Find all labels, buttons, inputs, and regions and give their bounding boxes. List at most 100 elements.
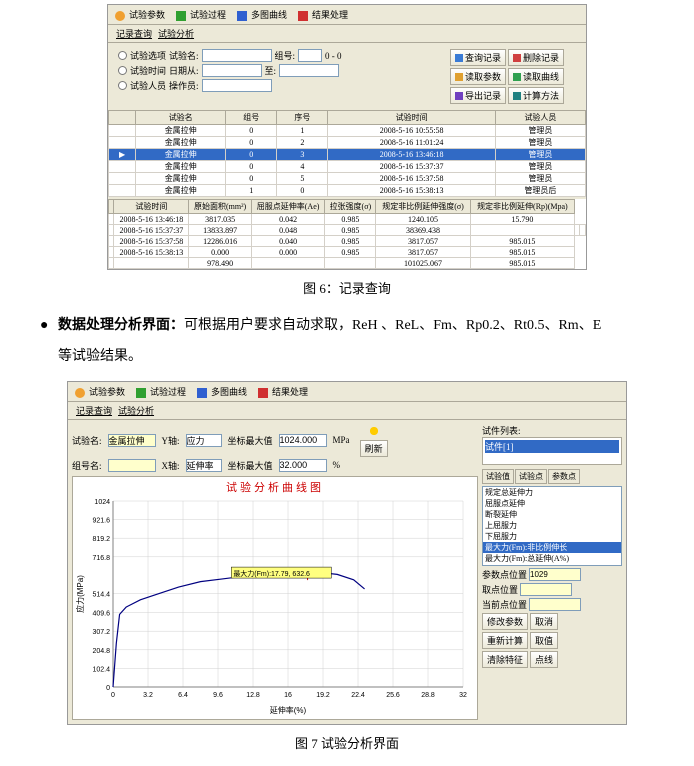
list-item[interactable]: 上屈服力 — [483, 520, 621, 531]
btn-read-params[interactable]: 读取参数 — [450, 68, 506, 85]
radio-by-date[interactable] — [118, 66, 127, 75]
btn-clear-feature[interactable]: 清除特征 — [482, 651, 528, 668]
label-pick-pos: 取点位置 — [482, 583, 518, 596]
group-range: 0 - 0 — [325, 51, 342, 61]
input-curr-pos[interactable] — [529, 598, 581, 611]
table-row[interactable]: 金属拉伸102008-5-16 15:38:13管理员后 — [109, 185, 586, 197]
table-header: 组号 — [226, 111, 277, 125]
list-item[interactable]: 试件[1] — [485, 440, 619, 453]
btn-point-line[interactable]: 点线 — [530, 651, 558, 668]
toolbar-item[interactable]: 结果处理 — [255, 384, 314, 399]
main-toolbar: 试验参数 试验过程 多图曲线 结果处理 — [108, 5, 586, 25]
table-row[interactable]: 金属拉伸012008-5-16 10:55:58管理员 — [109, 125, 586, 137]
tab-values[interactable]: 试验值 — [482, 469, 514, 484]
svg-text:0: 0 — [106, 685, 110, 692]
input-date-from[interactable] — [202, 64, 262, 77]
table-row[interactable]: 金属拉伸022008-5-16 11:01:24管理员 — [109, 137, 586, 149]
label-param-pos: 参数点位置 — [482, 568, 527, 581]
multichart-icon — [237, 11, 247, 21]
table-row[interactable]: 2008-5-16 15:38:130.0000.0000.9853817.05… — [109, 247, 586, 258]
param-listbox[interactable]: 规定总延伸力屈服点延伸断裂延伸上屈服力下屈服力最大力(Fm):非比例伸长最大力(… — [482, 486, 622, 566]
toolbar-item[interactable]: 试验过程 — [133, 384, 192, 399]
toolbar-item[interactable]: 试验过程 — [173, 7, 232, 22]
btn-get-value[interactable]: 取值 — [530, 632, 558, 649]
chart-params: 试验名: Y轴: 坐标最大值 MPa 刷新 — [72, 424, 478, 457]
label-test-time: 试验时间 — [130, 64, 166, 77]
btn-calc-method[interactable]: 计算方法 — [508, 87, 564, 104]
tab-points[interactable]: 试验点 — [515, 469, 547, 484]
btn-read-curve[interactable]: 读取曲线 — [508, 68, 564, 85]
tab-param-points[interactable]: 参数点 — [548, 469, 580, 484]
input-group[interactable] — [298, 49, 322, 62]
input-ymax[interactable] — [279, 434, 327, 447]
svg-text:9.6: 9.6 — [213, 692, 223, 699]
table-row[interactable]: 金属拉伸052008-5-16 15:37:58管理员 — [109, 173, 586, 185]
main-toolbar-2: 试验参数 试验过程 多图曲线 结果处理 — [68, 382, 626, 402]
btn-cancel[interactable]: 取消 — [530, 613, 558, 630]
params-icon — [115, 11, 125, 21]
svg-text:921.6: 921.6 — [92, 517, 110, 524]
list-item[interactable]: 最大力(Fm):非比例伸长 — [483, 542, 621, 553]
table-header: 试验人员 — [495, 111, 585, 125]
subtab-record-query-2[interactable]: 记录查询 — [76, 404, 112, 417]
btn-export[interactable]: 导出记录 — [450, 87, 506, 104]
svg-text:3.2: 3.2 — [143, 692, 153, 699]
input-pick-pos[interactable] — [520, 583, 572, 596]
multichart-icon — [197, 388, 207, 398]
toolbar-item[interactable]: 结果处理 — [295, 7, 354, 22]
btn-query[interactable]: 查询记录 — [450, 49, 506, 66]
result-icon — [298, 11, 308, 21]
subtab-record-query[interactable]: 记录查询 — [116, 27, 152, 40]
input-param-pos[interactable] — [529, 568, 581, 581]
label-specimen-list: 试件列表: — [482, 424, 622, 437]
subtab-analysis[interactable]: 试验分析 — [158, 27, 194, 40]
toolbar-item[interactable]: 试验参数 — [72, 384, 131, 399]
label-group: 组号: — [275, 49, 296, 62]
params-icon — [75, 388, 85, 398]
input-xmax[interactable] — [279, 459, 327, 472]
list-item[interactable]: 屈服点延伸 — [483, 498, 621, 509]
input-date-to[interactable] — [279, 64, 339, 77]
input-test-name-2[interactable] — [108, 434, 156, 447]
btn-delete[interactable]: 删除记录 — [508, 49, 564, 66]
radio-by-name[interactable] — [118, 51, 127, 60]
label-ymax-unit: MPa — [333, 435, 350, 445]
input-group-2[interactable] — [108, 459, 156, 472]
list-item[interactable]: 规定总延伸力 — [483, 487, 621, 498]
btn-refresh[interactable]: 刷新 — [360, 440, 388, 457]
input-test-name[interactable] — [202, 49, 272, 62]
table-header — [109, 111, 136, 125]
svg-text:16: 16 — [284, 692, 292, 699]
list-item[interactable]: 最大力(Fm):总延伸(A%) — [483, 553, 621, 564]
radio-by-operator[interactable] — [118, 81, 127, 90]
svg-text:32: 32 — [459, 692, 467, 699]
input-operator[interactable] — [202, 79, 272, 92]
input-yaxis[interactable] — [186, 434, 222, 447]
table-header: 试验时间 — [328, 111, 495, 125]
btn-recalc[interactable]: 重新计算 — [482, 632, 528, 649]
label-yaxis: Y轴: — [162, 434, 180, 447]
table-row[interactable]: 金属拉伸042008-5-16 15:37:37管理员 — [109, 161, 586, 173]
btn-modify-param[interactable]: 修改参数 — [482, 613, 528, 630]
svg-text:1024: 1024 — [94, 499, 110, 506]
table-row[interactable]: 2008-5-16 15:37:5812286.0160.0400.985381… — [109, 236, 586, 247]
table-header: 试验名 — [136, 111, 226, 125]
right-panel: 试件列表: 试件[1] 试验值 试验点 参数点 规定总延伸力屈服点延伸断裂延伸上… — [482, 424, 622, 720]
list-item[interactable]: 断裂延伸 — [483, 509, 621, 520]
table-row[interactable]: ▶金属拉伸032008-5-16 13:46:18管理员 — [109, 149, 586, 161]
readparams-icon — [455, 73, 463, 81]
toolbar-item[interactable]: 多图曲线 — [234, 7, 293, 22]
list-item[interactable]: 下屈服力 — [483, 531, 621, 542]
toolbar-item[interactable]: 多图曲线 — [194, 384, 253, 399]
label-name: 试验名: — [169, 49, 199, 62]
button-panel: 查询记录 删除记录 读取参数 读取曲线 导出记录 计算方法 — [448, 47, 578, 106]
delete-icon — [513, 54, 521, 62]
table-row[interactable]: 978.490101025.067985.015 — [109, 258, 586, 269]
toolbar-item[interactable]: 试验参数 — [112, 7, 171, 22]
specimen-listbox[interactable]: 试件[1] — [482, 437, 622, 465]
subtab-analysis-2[interactable]: 试验分析 — [118, 404, 154, 417]
svg-text:应力(MPa): 应力(MPa) — [75, 574, 85, 612]
table-row[interactable]: 2008-5-16 15:37:3713833.8970.0480.985383… — [109, 225, 586, 236]
input-xaxis[interactable] — [186, 459, 222, 472]
table-row[interactable]: 2008-5-16 13:46:183817.0350.0420.9851240… — [109, 214, 586, 225]
